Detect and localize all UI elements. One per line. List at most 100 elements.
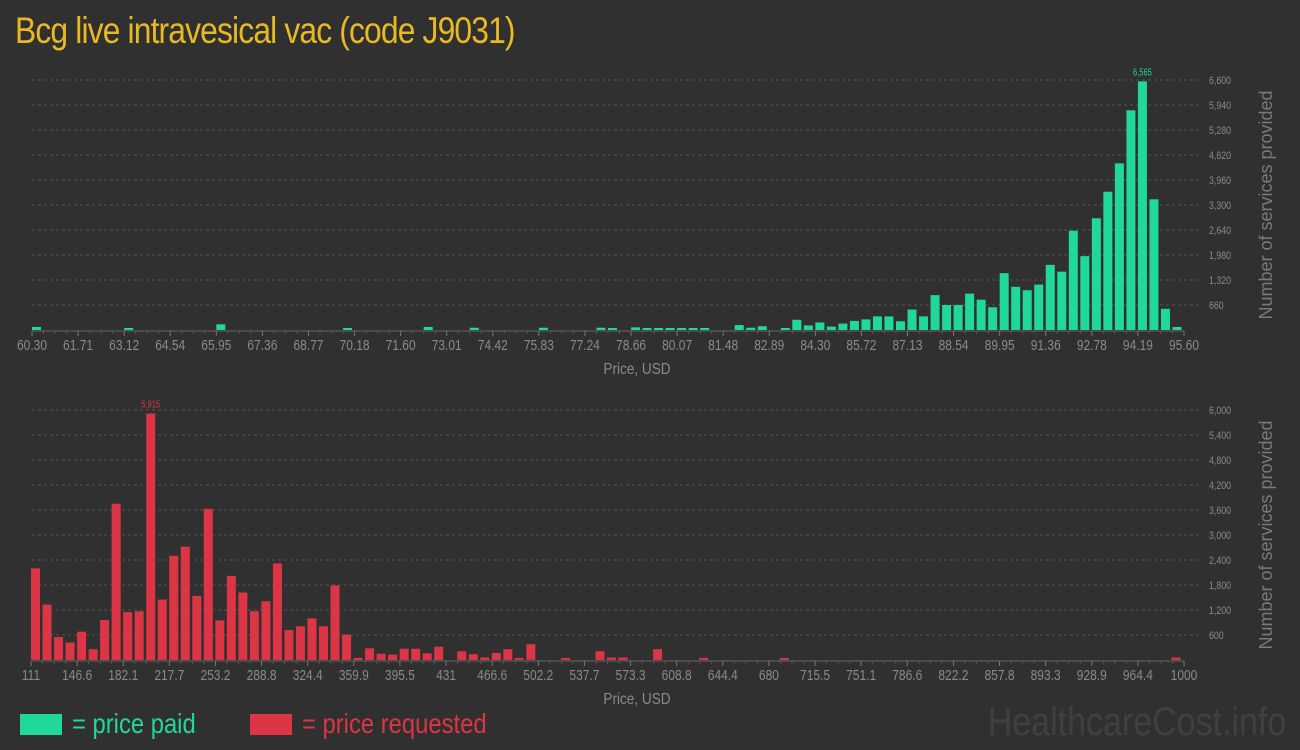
histogram-bar[interactable] <box>1172 326 1182 330</box>
histogram-bar[interactable] <box>930 295 940 330</box>
histogram-bar[interactable] <box>31 568 40 660</box>
histogram-bar[interactable] <box>538 327 548 330</box>
histogram-bar[interactable] <box>608 328 617 330</box>
histogram-bar[interactable] <box>618 657 628 661</box>
histogram-bar[interactable] <box>468 654 478 660</box>
histogram-bar[interactable] <box>988 307 998 330</box>
histogram-bar[interactable] <box>826 326 836 330</box>
histogram-bar[interactable] <box>1080 256 1090 330</box>
histogram-bar[interactable] <box>503 649 513 660</box>
histogram-bar[interactable] <box>434 646 444 660</box>
histogram-bar[interactable] <box>780 328 790 330</box>
histogram-bar[interactable] <box>216 324 226 330</box>
histogram-bar[interactable] <box>953 305 963 330</box>
histogram-bar[interactable] <box>1171 657 1181 661</box>
histogram-bar[interactable] <box>1022 290 1032 330</box>
histogram-bar[interactable] <box>861 319 871 330</box>
histogram-bar[interactable] <box>653 649 663 660</box>
histogram-bar[interactable] <box>365 648 375 660</box>
histogram-bar[interactable] <box>1034 284 1044 330</box>
histogram-bar[interactable] <box>665 328 675 330</box>
histogram-bar[interactable] <box>1045 264 1055 330</box>
histogram-bar[interactable] <box>342 634 352 660</box>
histogram-bar[interactable] <box>688 328 698 330</box>
histogram-bar[interactable] <box>284 630 294 660</box>
histogram-bar[interactable] <box>699 657 709 660</box>
histogram-bar[interactable] <box>1091 218 1101 330</box>
histogram-bar[interactable] <box>65 642 75 661</box>
histogram-bar[interactable] <box>560 657 570 660</box>
histogram-bar[interactable] <box>111 503 121 660</box>
histogram-bar[interactable] <box>999 273 1009 330</box>
histogram-bar[interactable] <box>779 658 789 660</box>
histogram-bar[interactable] <box>642 328 652 330</box>
histogram-bar[interactable] <box>595 651 605 660</box>
histogram-bar[interactable] <box>1160 308 1170 330</box>
histogram-bar[interactable] <box>238 592 248 661</box>
histogram-bar[interactable] <box>192 595 202 660</box>
histogram-bar[interactable] <box>1057 271 1067 330</box>
histogram-bar[interactable] <box>77 631 87 660</box>
histogram-bar[interactable] <box>480 657 490 661</box>
histogram-bar[interactable] <box>203 508 213 660</box>
histogram-bar[interactable] <box>343 328 353 330</box>
histogram-bar[interactable] <box>272 563 282 660</box>
histogram-bar[interactable] <box>169 555 179 660</box>
histogram-bar[interactable] <box>134 611 144 660</box>
histogram-bar[interactable] <box>1126 110 1136 330</box>
histogram-bar[interactable] <box>491 652 501 660</box>
histogram-bar[interactable] <box>654 328 664 330</box>
histogram-bar[interactable] <box>261 601 271 660</box>
histogram-bar[interactable] <box>100 620 110 660</box>
histogram-bar[interactable] <box>54 637 64 660</box>
histogram-bar[interactable] <box>746 327 756 330</box>
histogram-bar[interactable] <box>411 648 421 660</box>
histogram-bar[interactable] <box>896 321 905 330</box>
histogram-bar[interactable] <box>1137 81 1147 330</box>
histogram-bar[interactable] <box>907 309 917 330</box>
histogram-bar[interactable] <box>399 648 409 660</box>
histogram-bar[interactable] <box>146 413 156 660</box>
histogram-bar[interactable] <box>965 293 975 330</box>
histogram-bar[interactable] <box>919 316 929 330</box>
histogram-bar[interactable] <box>1103 191 1113 330</box>
histogram-bar[interactable] <box>124 328 134 330</box>
histogram-bar[interactable] <box>872 316 882 330</box>
histogram-bar[interactable] <box>295 626 305 660</box>
histogram-bar[interactable] <box>42 604 52 660</box>
histogram-bar[interactable] <box>734 325 744 330</box>
histogram-bar[interactable] <box>849 320 859 330</box>
histogram-bar[interactable] <box>700 328 710 330</box>
histogram-bar[interactable] <box>792 319 802 330</box>
histogram-bar[interactable] <box>1149 199 1159 330</box>
histogram-bar[interactable] <box>249 611 259 660</box>
histogram-bar[interactable] <box>307 618 317 660</box>
histogram-bar[interactable] <box>596 327 606 330</box>
histogram-bar[interactable] <box>677 328 687 330</box>
histogram-bar[interactable] <box>215 620 225 660</box>
histogram-bar[interactable] <box>330 585 340 660</box>
histogram-bar[interactable] <box>319 626 328 660</box>
histogram-bar[interactable] <box>353 657 363 660</box>
histogram-bar[interactable] <box>388 654 398 660</box>
histogram-bar[interactable] <box>157 599 167 660</box>
histogram-bar[interactable] <box>123 612 133 660</box>
histogram-bar[interactable] <box>1114 163 1124 330</box>
histogram-bar[interactable] <box>942 305 952 330</box>
histogram-bar[interactable] <box>815 322 825 330</box>
histogram-bar[interactable] <box>1011 286 1021 330</box>
histogram-bar[interactable] <box>422 653 432 660</box>
histogram-bar[interactable] <box>1068 230 1078 330</box>
histogram-bar[interactable] <box>514 657 524 660</box>
histogram-bar[interactable] <box>88 649 98 660</box>
histogram-bar[interactable] <box>607 657 616 661</box>
histogram-bar[interactable] <box>631 327 641 330</box>
histogram-bar[interactable] <box>180 546 190 660</box>
histogram-bar[interactable] <box>757 326 767 330</box>
histogram-bar[interactable] <box>803 325 813 330</box>
histogram-bar[interactable] <box>457 651 467 660</box>
histogram-bar[interactable] <box>884 316 894 330</box>
histogram-bar[interactable] <box>526 644 536 660</box>
histogram-bar[interactable] <box>423 326 433 330</box>
histogram-bar[interactable] <box>226 575 236 660</box>
